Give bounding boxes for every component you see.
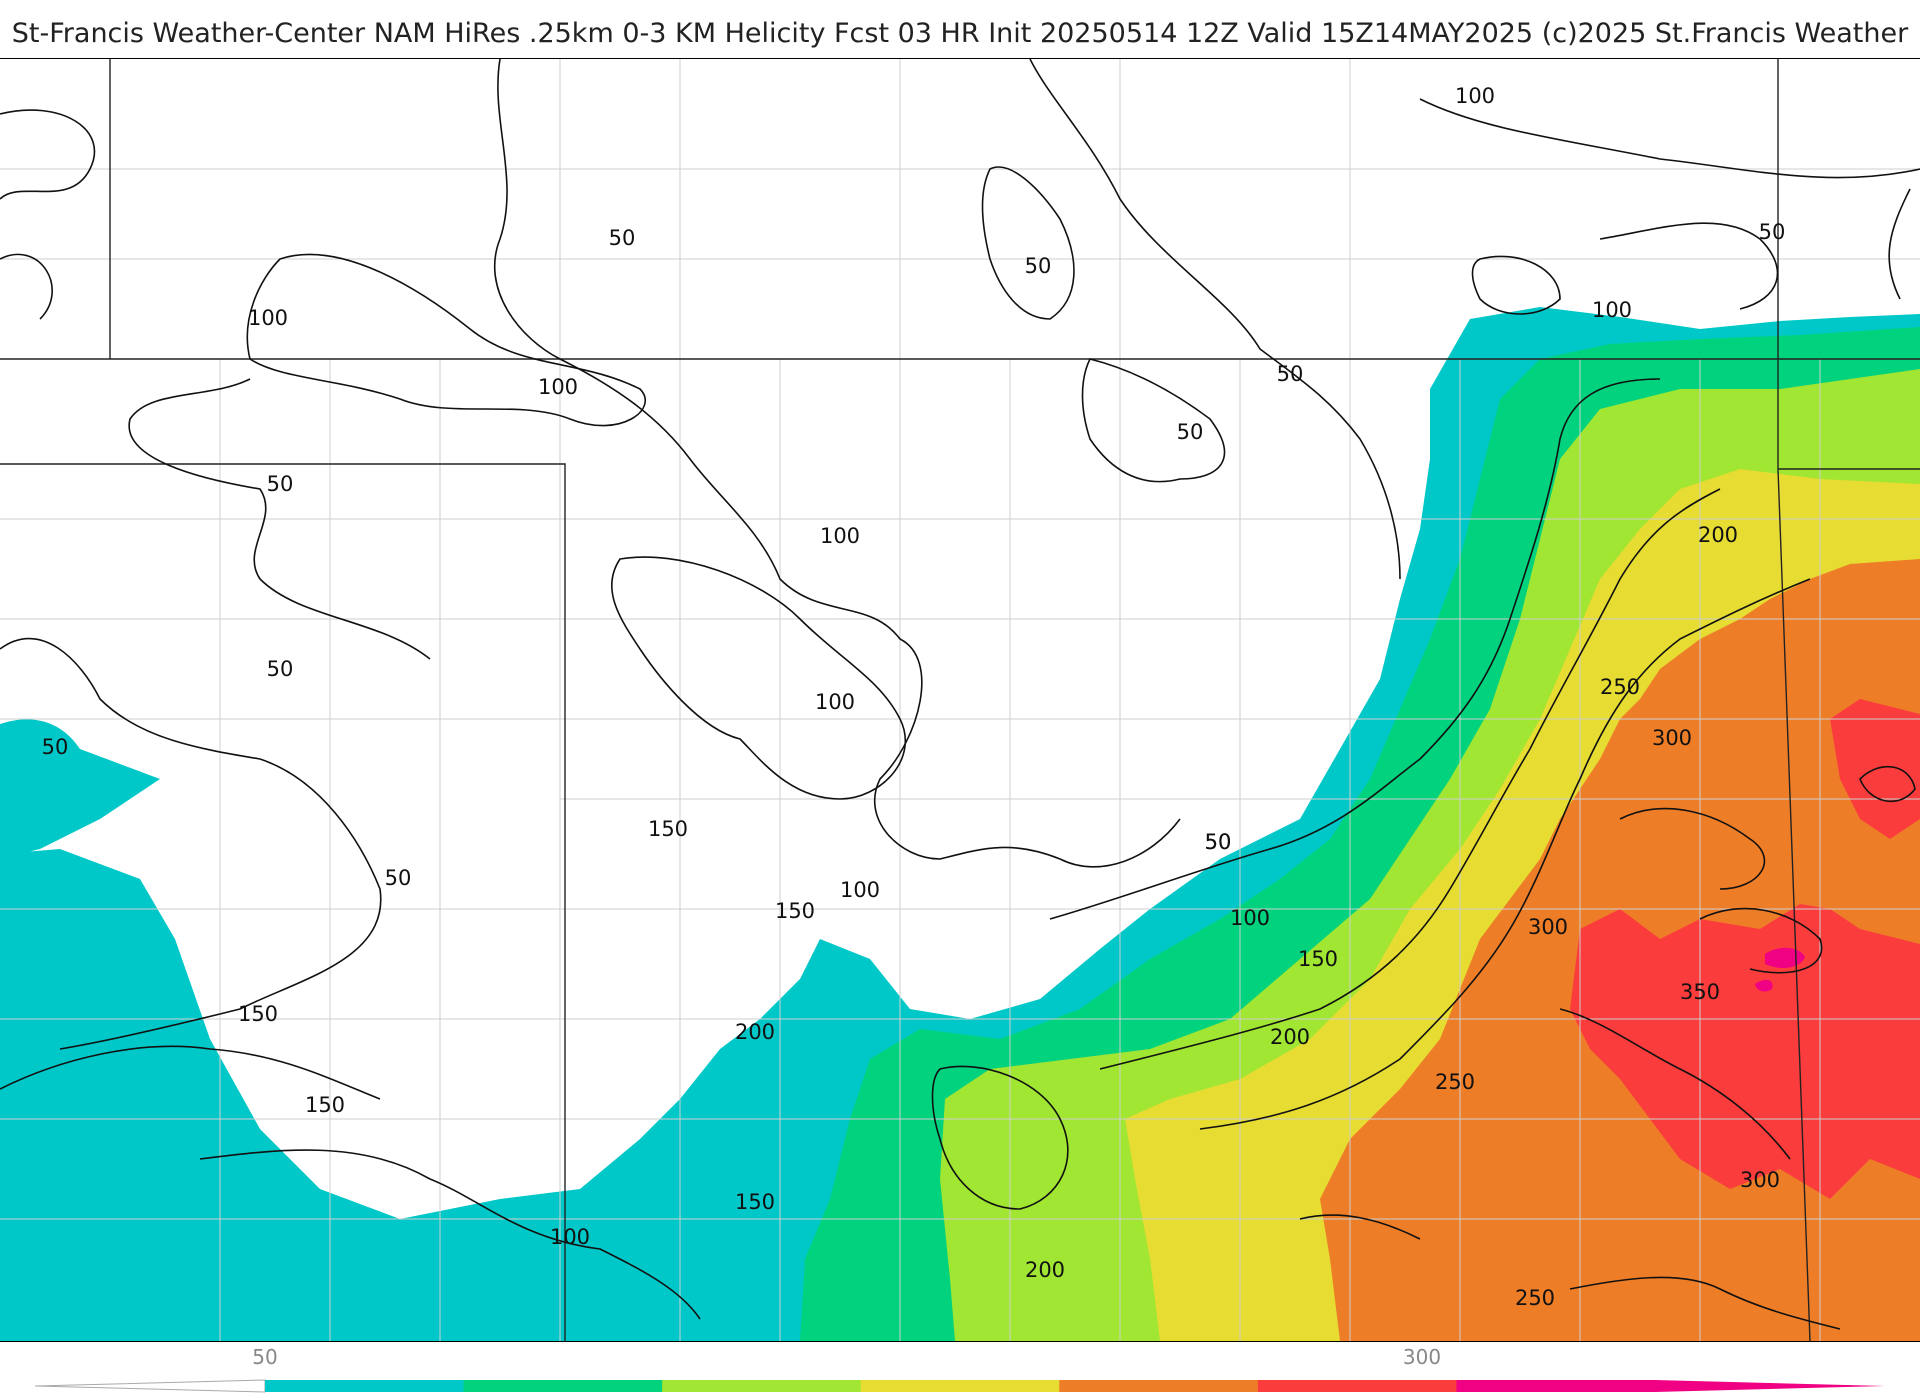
contour-label: 100 (1455, 84, 1495, 108)
contour-label: 300 (1740, 1168, 1780, 1192)
contour-label: 100 (815, 690, 855, 714)
contour-label: 150 (648, 817, 688, 841)
contour-label: 150 (1298, 947, 1338, 971)
colorbar-low-arrow (34, 1379, 266, 1393)
contour-label: 250 (1515, 1286, 1555, 1310)
contour-label: 250 (1435, 1070, 1475, 1094)
contour-label: 300 (1652, 726, 1692, 750)
contour-label: 50 (267, 657, 294, 681)
contour-label: 50 (1277, 362, 1304, 386)
contour-label: 100 (1592, 298, 1632, 322)
contour-label: 150 (305, 1093, 345, 1117)
contour-label: 50 (42, 735, 69, 759)
colorbar-segment (860, 1380, 1060, 1392)
helicity-map: 100 50 100 50 100 50 50 50 100 50 100 50 50 50 50 100 15… (0, 58, 1920, 1342)
fill-350 (1755, 947, 1805, 992)
contour-label: 200 (735, 1020, 775, 1044)
contour-label: 300 (1528, 915, 1568, 939)
contour-label: 100 (820, 524, 860, 548)
contour-label: 150 (735, 1190, 775, 1214)
contour-labels: 100 50 100 50 100 50 50 50 100 50 100 50 50 50 50 100 15… (42, 84, 1786, 1310)
contour-label: 50 (609, 226, 636, 250)
contour-label: 50 (1759, 220, 1786, 244)
contour-label: 100 (1230, 906, 1270, 930)
colorbar-high-arrow (1655, 1380, 1885, 1392)
contour-label: 150 (238, 1002, 278, 1026)
colorbar-tick-label: 300 (1403, 1345, 1441, 1369)
state-boundaries (0, 59, 1920, 1341)
contour-label: 50 (1205, 830, 1232, 854)
contour-label: 50 (1025, 254, 1052, 278)
colorbar-segments (265, 1380, 1656, 1392)
contour-label: 50 (385, 866, 412, 890)
contour-label: 100 (248, 306, 288, 330)
contour-label: 250 (1600, 675, 1640, 699)
helicity-fill-layers (0, 307, 1920, 1341)
colorbar-segment (265, 1380, 465, 1392)
colorbar-segment (463, 1380, 663, 1392)
color-scale-bar: 50 300 (34, 1345, 1885, 1393)
colorbar-segment (1456, 1380, 1656, 1392)
contour-label: 150 (775, 899, 815, 923)
contour-label: 100 (840, 878, 880, 902)
contour-label: 100 (550, 1225, 590, 1249)
contour-label: 100 (538, 375, 578, 399)
colorbar-segment (1059, 1380, 1259, 1392)
fill-300 (1570, 699, 1920, 1199)
contour-label: 200 (1698, 523, 1738, 547)
colorbar-segment (1257, 1380, 1457, 1392)
map-title: St-Francis Weather-Center NAM HiRes .25k… (11, 18, 1909, 49)
colorbar-segment (662, 1380, 862, 1392)
contour-label: 200 (1025, 1258, 1065, 1282)
helicity-contours (0, 59, 1920, 1330)
contour-label: 50 (1177, 420, 1204, 444)
contour-label: 50 (267, 472, 294, 496)
contour-label: 350 (1680, 980, 1720, 1004)
contour-label: 50 (1205, 830, 1232, 854)
colorbar-tick-label: 50 (252, 1345, 277, 1369)
contour-label: 200 (1270, 1025, 1310, 1049)
